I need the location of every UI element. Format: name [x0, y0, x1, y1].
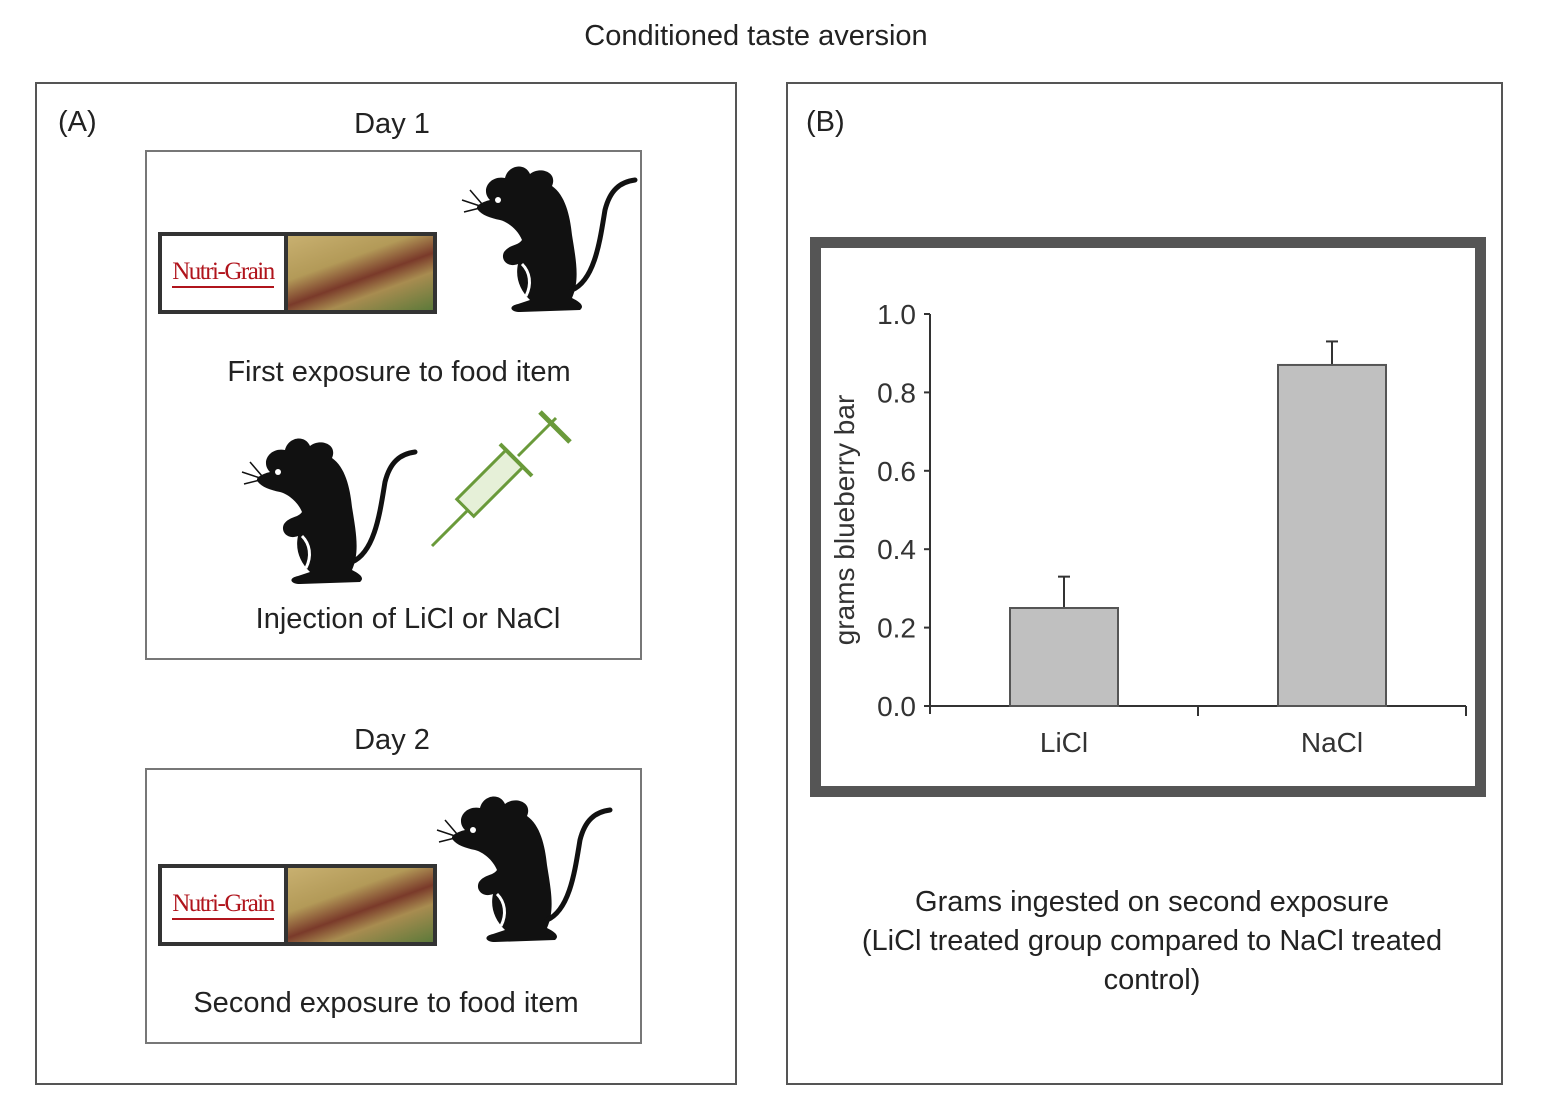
mouse-icon [435, 790, 615, 950]
injection-caption: Injection of LiCl or NaCl [255, 603, 561, 635]
y-tick-label: 0.2 [877, 613, 916, 644]
nutri-grain-logo: Nutri-Grain [172, 258, 275, 288]
first-exposure-caption: First exposure to food item [227, 356, 571, 388]
nutri-grain-logo: Nutri-Grain [172, 890, 275, 920]
x-tick-label: LiCl [1040, 727, 1088, 758]
panel-b-label: (B) [806, 106, 845, 138]
day2-box [145, 768, 642, 1044]
syringe-icon [430, 410, 572, 548]
figure-title: Conditioned taste aversion [584, 20, 928, 52]
y-tick-label: 0.8 [877, 377, 916, 408]
y-tick-label: 0.0 [877, 691, 916, 722]
panel-a-label: (A) [58, 106, 97, 138]
mouse-icon [240, 432, 420, 592]
day2-heading: Day 2 [354, 724, 430, 756]
y-tick-label: 0.4 [877, 534, 916, 565]
bar-nacl [1277, 363, 1387, 708]
nutri-grain-bar-image: Nutri-Grain [158, 864, 437, 946]
panel-b [786, 82, 1503, 1085]
day1-box [145, 150, 642, 660]
panel-b-caption-line1: Grams ingested on second exposure [915, 886, 1389, 918]
bar-licl [1009, 607, 1119, 707]
nutri-grain-bar-image: Nutri-Grain [158, 232, 437, 314]
panel-b-caption-line3: control) [1103, 964, 1201, 996]
x-tick-label: NaCl [1301, 727, 1363, 758]
bar-chart: 0.0 0.2 0.4 0.6 0.8 1.0 grams blueberry bar LiC… [829, 299, 1467, 758]
mouse-icon [460, 160, 640, 320]
second-exposure-caption: Second exposure to food item [193, 987, 579, 1019]
panel-b-caption-line2: (LiCl treated group compared to NaCl tre… [861, 925, 1443, 957]
y-tick-label: 1.0 [877, 299, 916, 330]
y-tick-label: 0.6 [877, 456, 916, 487]
y-axis-label: grams blueberry bar [829, 395, 860, 646]
panel-a [35, 82, 737, 1085]
day1-heading: Day 1 [354, 108, 430, 140]
